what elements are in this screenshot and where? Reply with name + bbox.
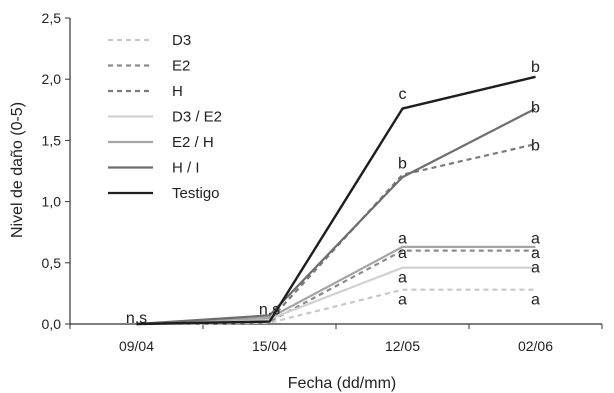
y-tick-label: 1,5 — [42, 132, 62, 148]
x-tick-label: 02/06 — [518, 338, 553, 354]
legend-label: H — [172, 83, 183, 100]
significance-label: a — [531, 245, 540, 262]
series-line-3 — [136, 266, 536, 326]
series-lines — [136, 75, 537, 326]
series-line-1 — [136, 249, 536, 326]
significance-label: n.s — [126, 310, 147, 327]
significance-label: a — [398, 230, 407, 247]
legend-label: Testigo — [172, 185, 220, 202]
significance-label: a — [531, 230, 540, 247]
x-tick-label: 12/05 — [385, 338, 420, 354]
legend-label: D3 — [172, 32, 191, 49]
x-axis-label: Fecha (dd/mm) — [288, 375, 396, 392]
series-line-4 — [136, 245, 536, 326]
legend-label: H / I — [172, 160, 200, 177]
significance-label: b — [531, 137, 540, 154]
significance-label: b — [398, 156, 407, 173]
significance-label: a — [531, 292, 540, 309]
series-line-6 — [136, 75, 536, 326]
significance-label: n.s — [259, 301, 280, 318]
significance-label: b — [531, 59, 540, 76]
axes: 0,0 0,5 1,0 1,5 2,0 2,5 09/04 15/04 12/05 02/06 — [42, 10, 603, 354]
significance-label: a — [398, 245, 407, 262]
y-axis-label: Nivel de daño (0-5) — [9, 102, 26, 238]
series-line-0 — [136, 288, 536, 326]
significance-label: a — [531, 260, 540, 277]
legend-label: E2 — [172, 58, 190, 75]
series-line-5 — [136, 107, 537, 326]
legend: D3 E2 H D3 / E2 E2 / H H / I Testigo — [108, 32, 222, 202]
significance-label: a — [398, 292, 407, 309]
legend-label: D3 / E2 — [172, 109, 222, 126]
y-tick-label: 1,0 — [42, 194, 62, 210]
significance-label: b — [531, 99, 540, 116]
y-tick-label: 2,5 — [42, 10, 62, 26]
significance-label: c — [399, 86, 407, 103]
legend-label: E2 / H — [172, 134, 214, 151]
y-tick-label: 0,5 — [42, 255, 62, 271]
x-tick-label: 15/04 — [252, 338, 287, 354]
y-tick-label: 0,0 — [42, 316, 62, 332]
y-tick-label: 2,0 — [42, 71, 62, 87]
significance-label: a — [398, 269, 407, 286]
x-tick-label: 09/04 — [119, 338, 154, 354]
